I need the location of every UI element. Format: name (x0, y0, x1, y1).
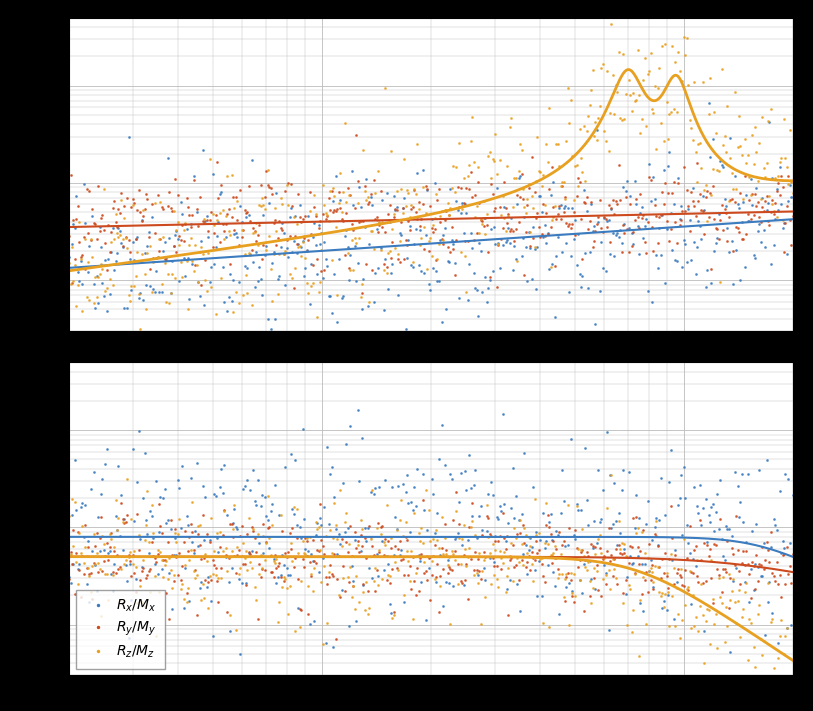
Legend: $R_x/M_x$, $R_y/M_y$, $R_z/M_z$: $R_x/M_x$, $R_y/M_y$, $R_z/M_z$ (76, 589, 165, 668)
